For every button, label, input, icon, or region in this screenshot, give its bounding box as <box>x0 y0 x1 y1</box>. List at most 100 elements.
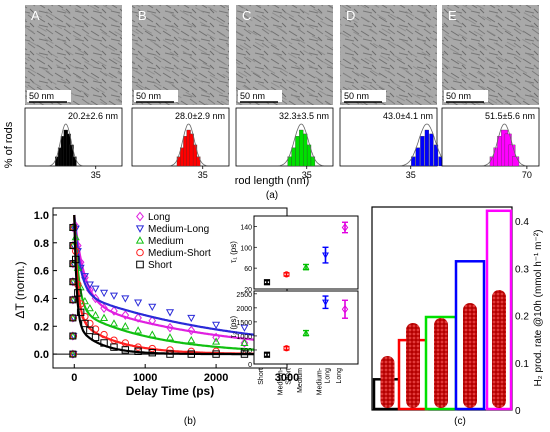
scale-bar-label: 50 nm <box>29 91 54 101</box>
data-point <box>69 277 77 285</box>
histogram-bar <box>424 129 429 167</box>
legend-label: Medium <box>148 236 184 247</box>
data-point <box>74 289 82 297</box>
tau-y-tick-label: 500 <box>240 348 252 355</box>
data-point <box>136 248 144 257</box>
histogram-bar <box>196 156 201 167</box>
y-tick-label: 0.6 <box>34 266 49 278</box>
panel-a-caption: (a) <box>266 190 278 201</box>
data-point <box>134 347 142 356</box>
panel-a-ylabel: % of rods <box>3 121 15 168</box>
data-point <box>69 259 77 267</box>
data-point <box>135 236 145 244</box>
data-point <box>166 350 174 358</box>
data-point <box>148 315 157 326</box>
fit-curve <box>73 214 270 338</box>
data-point <box>240 338 249 347</box>
data-point <box>100 303 108 313</box>
scale-bar-box <box>134 90 178 102</box>
data-point <box>240 338 249 348</box>
data-point <box>110 336 118 344</box>
histogram-annotation: 20.2±2.6 nm <box>68 111 118 121</box>
tau-y-tick-label: 2500 <box>236 292 252 299</box>
data-point <box>121 322 130 330</box>
data-point <box>100 339 108 347</box>
histogram-tick-label: 35 <box>198 170 208 180</box>
h2-rate-bars: 0 0.1 0.2 0.3 0.4 <box>372 209 529 417</box>
scale-bar-label: 50 nm <box>344 91 369 101</box>
data-point <box>81 319 89 328</box>
histogram-fit <box>278 123 324 167</box>
data-point <box>121 295 130 303</box>
scale-bar-box <box>27 90 71 102</box>
nanorod-illustration <box>380 356 395 408</box>
data-point <box>69 332 77 340</box>
tau-y-tick-label: 0 <box>248 362 252 369</box>
nanorod-illustration <box>434 318 448 408</box>
data-point <box>135 225 145 233</box>
nanorod-illustration <box>492 290 506 408</box>
histogram-bar <box>72 156 77 167</box>
data-point <box>341 223 349 232</box>
histogram-bar <box>303 133 308 167</box>
series-short <box>69 214 273 358</box>
y-tick-label: 0.4 <box>34 293 50 305</box>
tem-label: A <box>31 8 40 23</box>
data-point <box>91 310 100 319</box>
histogram-tick-label: 35 <box>406 170 416 180</box>
data-point <box>109 292 119 300</box>
data-point <box>69 313 77 321</box>
tau-category-label: Medium <box>297 368 304 393</box>
tem-texture <box>236 5 333 105</box>
data-point <box>69 295 77 303</box>
histogram-frame <box>441 107 540 167</box>
x-tick-label: 0 <box>71 372 77 384</box>
y-tick-label: 0.8 <box>34 238 49 250</box>
legend-label: Short <box>148 260 172 271</box>
histogram-bar <box>420 136 425 167</box>
data-point <box>148 330 157 338</box>
histogram-annotation: 43.0±4.1 nm <box>383 111 433 121</box>
tem-label: C <box>242 8 251 23</box>
histogram-bar <box>512 156 520 167</box>
data-point <box>69 314 77 322</box>
legend-label: Long <box>148 212 170 223</box>
data-point <box>302 329 310 336</box>
data-point <box>187 335 196 344</box>
histogram-bar <box>291 147 296 167</box>
data-point <box>69 223 77 231</box>
tau2-plot-frame <box>253 290 359 365</box>
histogram-bar <box>411 156 416 167</box>
nanorod-illustration <box>463 303 477 408</box>
data-point <box>134 299 143 307</box>
panel-c: 0 0.1 0.2 0.3 0.4 H₂ prod. rate @10h (mmol h… <box>371 206 544 427</box>
scale-bar-label: 50 nm <box>446 91 471 101</box>
data-point <box>134 343 142 351</box>
histogram-bar <box>306 144 312 167</box>
histogram-frame <box>235 107 334 167</box>
scale-bar-box <box>238 90 282 102</box>
data-point <box>148 303 157 312</box>
tau-category-label: Medium- <box>278 367 285 395</box>
data-point <box>100 330 108 339</box>
data-point <box>341 305 349 314</box>
data-point <box>121 339 130 347</box>
data-point <box>283 271 290 278</box>
tau-y-tick-label: 140 <box>240 224 252 231</box>
panel-b-caption: (b) <box>184 416 196 427</box>
data-point <box>134 313 142 323</box>
data-point <box>76 308 85 317</box>
data-point <box>76 264 85 273</box>
legend-label: Medium-Long <box>148 224 209 235</box>
histogram-bar <box>295 136 300 167</box>
tem-images: A 50 nm B 50 nm C 50 nm D 50 nm E 50 nm <box>25 5 539 105</box>
tau-y-tick-label: 20 <box>244 287 252 294</box>
data-point <box>240 350 249 358</box>
histogram-bar <box>415 147 420 167</box>
tem-label: D <box>346 8 355 23</box>
histograms: 20.2±2.6 nm 35 28.0±2.9 nm 35 32.3±3.5 nm 35 4… <box>24 107 540 180</box>
data-point <box>148 348 156 357</box>
data-point <box>85 281 94 289</box>
histogram-bar <box>508 144 516 167</box>
